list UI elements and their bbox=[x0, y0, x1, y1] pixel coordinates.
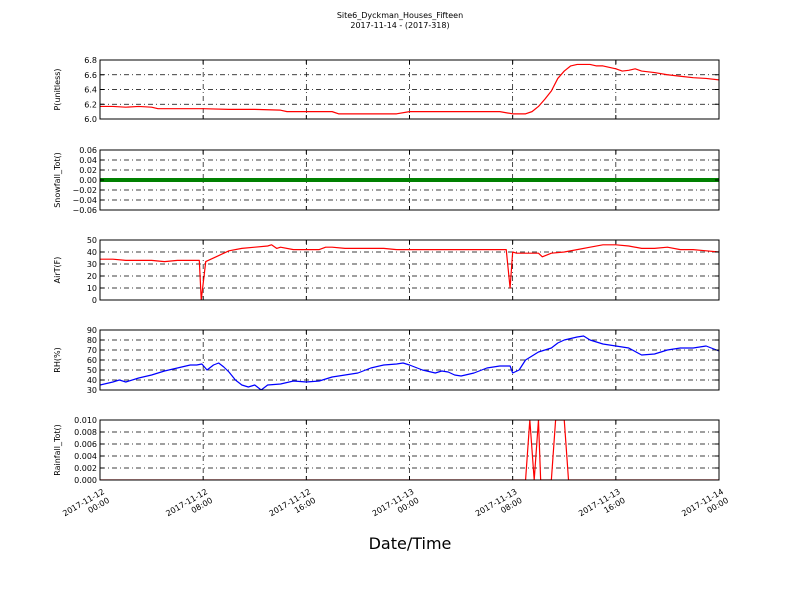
rh-panel-ytick-label-5: 80 bbox=[87, 336, 97, 345]
rh-panel-ytick-label-6: 90 bbox=[87, 326, 97, 335]
rainfall-panel-series-line-0 bbox=[100, 420, 719, 480]
x-axis-label: Date/Time bbox=[368, 534, 452, 553]
rh-panel-ylabel: RH(%) bbox=[53, 347, 62, 372]
rainfall-panel-ytick-label-0: 0.000 bbox=[74, 476, 97, 485]
chart-title: Site6_Dyckman_Houses_Fifteen bbox=[336, 11, 464, 20]
airtemp-panel-ytick-label-4: 40 bbox=[87, 248, 97, 257]
p-panel-ytick-label-2: 6.4 bbox=[84, 86, 97, 95]
snowfall-panel-ylabel: Snowfall_Tot() bbox=[53, 152, 62, 208]
rh-panel-series-line-0 bbox=[100, 335, 719, 390]
rainfall-panel-ylabel: Rainfall_Tot() bbox=[53, 424, 62, 476]
airtemp-panel-ylabel: AirT(F) bbox=[53, 257, 62, 284]
rainfall-panel-ytick-label-5: 0.010 bbox=[74, 416, 97, 425]
airtemp-panel-ytick-label-0: 0 bbox=[92, 296, 97, 305]
airtemp-panel-series-line-0 bbox=[100, 244, 719, 300]
rainfall-panel-ytick-label-3: 0.006 bbox=[74, 440, 97, 449]
snowfall-panel-ytick-label-0: −0.06 bbox=[72, 206, 97, 215]
rainfall-panel-ytick-label-2: 0.004 bbox=[74, 452, 97, 461]
rh-panel-ytick-label-2: 50 bbox=[87, 366, 97, 375]
snowfall-panel-ytick-label-4: 0.02 bbox=[79, 166, 97, 175]
snowfall-panel-ytick-label-1: −0.04 bbox=[72, 196, 97, 205]
rh-panel-ytick-label-1: 40 bbox=[87, 376, 97, 385]
airtemp-panel-ytick-label-5: 50 bbox=[87, 236, 97, 245]
airtemp-panel-ytick-label-1: 10 bbox=[87, 284, 97, 293]
rh-panel-ytick-label-4: 70 bbox=[87, 346, 97, 355]
p-panel-ytick-label-1: 6.2 bbox=[84, 100, 97, 109]
snowfall-panel-ytick-label-5: 0.04 bbox=[79, 156, 97, 165]
snowfall-panel-ytick-label-3: 0.00 bbox=[79, 176, 97, 185]
airtemp-panel-ytick-label-3: 30 bbox=[87, 260, 97, 269]
airtemp-panel-ytick-label-2: 20 bbox=[87, 272, 97, 281]
p-panel-ytick-label-0: 6.0 bbox=[84, 115, 97, 124]
snowfall-panel-ytick-label-6: 0.06 bbox=[79, 146, 97, 155]
rainfall-panel-ytick-label-1: 0.002 bbox=[74, 464, 97, 473]
rh-panel-ytick-label-3: 60 bbox=[87, 356, 97, 365]
chart-subtitle: 2017-11-14 - (2017-318) bbox=[350, 21, 450, 30]
p-panel-ylabel: P(unitless) bbox=[53, 68, 62, 110]
rh-panel-ytick-label-0: 30 bbox=[87, 386, 97, 395]
p-panel-ytick-label-3: 6.6 bbox=[84, 71, 97, 80]
rainfall-panel-ytick-label-4: 0.008 bbox=[74, 428, 97, 437]
p-panel-series-line-0 bbox=[100, 63, 719, 115]
p-panel-ytick-label-4: 6.8 bbox=[84, 56, 97, 65]
snowfall-panel-ytick-label-2: −0.02 bbox=[72, 186, 97, 195]
